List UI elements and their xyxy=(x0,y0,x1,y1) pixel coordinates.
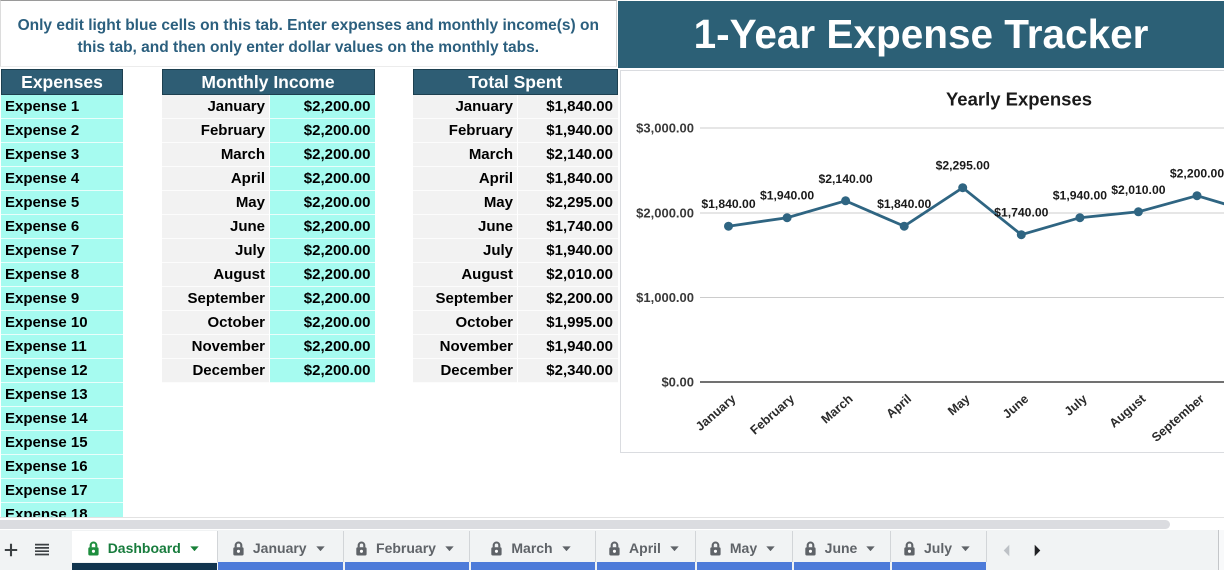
svg-text:$1,000.00: $1,000.00 xyxy=(636,290,694,305)
svg-text:$2,295.00: $2,295.00 xyxy=(936,159,990,173)
svg-text:$1,840.00: $1,840.00 xyxy=(877,197,931,211)
svg-text:$1,940.00: $1,940.00 xyxy=(760,189,814,203)
svg-text:$0.00: $0.00 xyxy=(661,375,694,390)
svg-text:$2,140.00: $2,140.00 xyxy=(818,172,872,186)
svg-text:$3,000.00: $3,000.00 xyxy=(636,121,694,136)
svg-text:$2,010.00: $2,010.00 xyxy=(1111,183,1165,197)
svg-text:Yearly Expenses: Yearly Expenses xyxy=(946,89,1092,110)
svg-text:$2,000.00: $2,000.00 xyxy=(636,206,694,221)
svg-text:$1,740.00: $1,740.00 xyxy=(994,206,1048,220)
svg-text:$2,200.00: $2,200.00 xyxy=(1170,167,1224,181)
svg-text:$1,940.00: $1,940.00 xyxy=(1053,189,1107,203)
svg-text:$1,840.00: $1,840.00 xyxy=(701,197,755,211)
